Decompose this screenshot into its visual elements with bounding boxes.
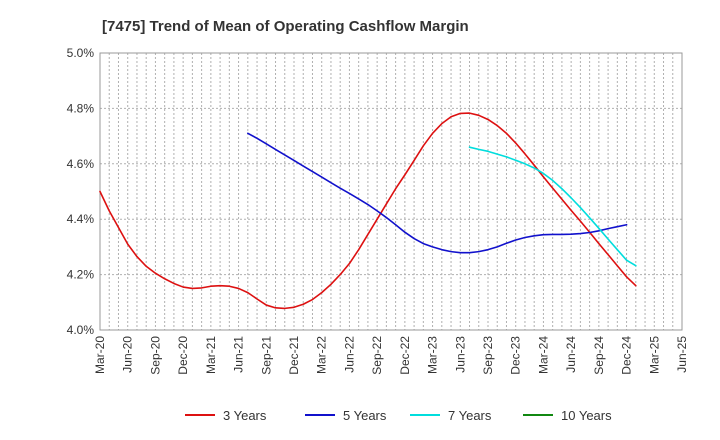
x-tick-label: Dec-20 (176, 336, 190, 375)
plot-background (100, 53, 682, 330)
x-axis-ticks: Mar-20 Jun-20 Sep-20 Dec-20 Mar-21 Jun-21 Sep-… (93, 336, 689, 375)
x-tick-label: Sep-20 (148, 336, 162, 375)
y-tick-label: 4.4% (67, 212, 95, 226)
legend-label: 3 Years (223, 408, 267, 423)
x-tick-label: Jun-25 (675, 336, 689, 373)
x-tick-label: Mar-20 (93, 336, 107, 374)
x-tick-label: Dec-22 (398, 336, 412, 375)
x-tick-label: Dec-23 (509, 336, 523, 375)
x-tick-label: Sep-24 (592, 336, 606, 375)
legend-label: 7 Years (448, 408, 492, 423)
series-line-5-years (247, 132, 628, 254)
x-tick-label: Sep-22 (370, 336, 384, 375)
legend-item-5-years: 5 Years (305, 408, 387, 423)
chart-title: [7475] Trend of Mean of Operating Cashfl… (102, 18, 469, 35)
x-tick-label: Mar-22 (315, 336, 329, 374)
series-lines (99, 112, 637, 310)
y-tick-label: 4.0% (67, 323, 95, 337)
x-tick-label: Dec-21 (287, 336, 301, 375)
legend-item-10-years: 10 Years (523, 408, 612, 423)
x-tick-label: Mar-23 (426, 336, 440, 374)
x-tick-label: Jun-23 (453, 336, 467, 373)
grid (99, 52, 683, 331)
x-tick-label: Mar-21 (204, 336, 218, 374)
series-line-7-years (468, 146, 637, 267)
x-tick-label: Jun-24 (564, 336, 578, 373)
x-tick-label: Jun-20 (121, 336, 135, 373)
legend-item-3-years: 3 Years (185, 408, 267, 423)
x-tick-label: Mar-25 (647, 336, 661, 374)
y-axis-ticks: 4.0% 4.2% 4.4% 4.6% 4.8% 5.0% (67, 46, 95, 337)
x-tick-label: Dec-24 (620, 336, 634, 375)
y-tick-label: 4.8% (67, 101, 95, 115)
y-tick-label: 5.0% (67, 46, 95, 60)
legend-label: 5 Years (343, 408, 387, 423)
x-tick-label: Sep-21 (259, 336, 273, 375)
legend: 3 Years 5 Years 7 Years 10 Years (185, 408, 612, 423)
x-tick-label: Jun-21 (232, 336, 246, 373)
y-tick-label: 4.2% (67, 268, 95, 282)
y-tick-label: 4.6% (67, 157, 95, 171)
legend-label: 10 Years (561, 408, 612, 423)
x-tick-label: Sep-23 (481, 336, 495, 375)
legend-item-7-years: 7 Years (410, 408, 492, 423)
series-line-3-years (99, 112, 637, 310)
x-tick-label: Jun-22 (342, 336, 356, 373)
x-tick-label: Mar-24 (536, 336, 550, 374)
